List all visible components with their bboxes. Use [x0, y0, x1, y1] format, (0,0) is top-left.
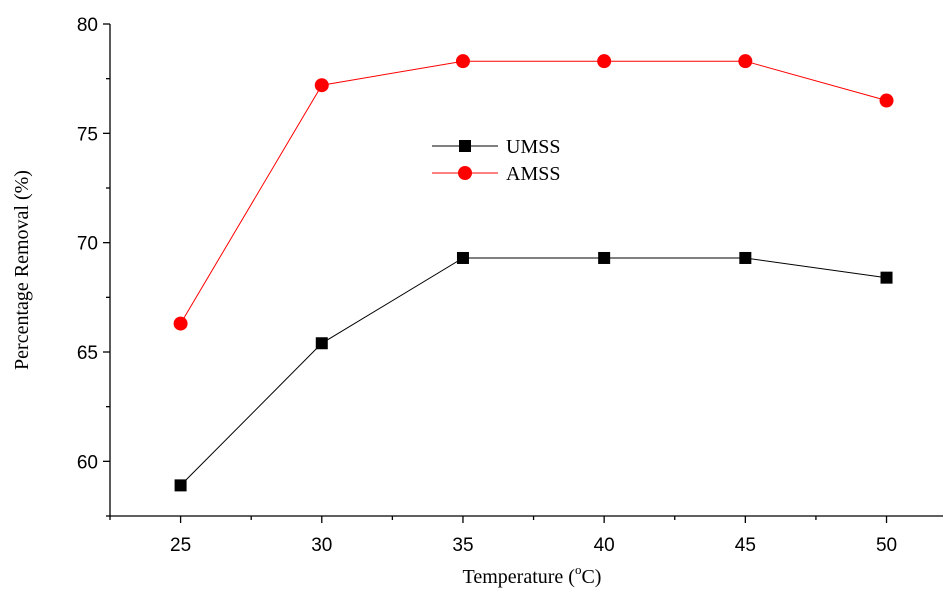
series-line-amss — [180, 60, 887, 324]
x-axis-title: Temperature (oC) — [463, 562, 602, 588]
x-tick-label-0: 25 — [170, 535, 191, 556]
point-amss-2 — [455, 54, 470, 69]
point-umss-2 — [456, 251, 469, 264]
point-amss-0 — [173, 316, 188, 331]
point-umss-4 — [739, 251, 752, 264]
series-line-umss — [180, 257, 887, 486]
x-tick-label-2: 35 — [452, 535, 473, 556]
x-tick-label-1: 30 — [311, 535, 332, 556]
y-tick-label-0: 60 — [77, 452, 98, 473]
point-umss-0 — [174, 479, 187, 492]
y-tick-label-1: 65 — [77, 343, 98, 364]
point-amss-4 — [738, 54, 753, 69]
x-ticks: 25 30 35 40 45 50 — [109, 516, 897, 556]
axes — [109, 24, 943, 517]
y-axis-title: Percentage Removal (%) — [11, 170, 33, 370]
y-ticks: 60 65 70 75 80 — [77, 15, 110, 517]
legend-marker-amss — [458, 166, 472, 180]
point-amss-1 — [314, 78, 329, 93]
x-tick-label-5: 50 — [876, 535, 897, 556]
x-tick-label-4: 45 — [735, 535, 756, 556]
point-umss-1 — [315, 337, 328, 350]
point-umss-5 — [880, 271, 893, 284]
legend: UMSS AMSS — [432, 136, 560, 185]
y-tick-label-3: 75 — [77, 124, 98, 145]
legend-marker-umss — [459, 140, 471, 152]
series-layer — [173, 54, 894, 492]
y-tick-label-4: 80 — [77, 15, 98, 36]
y-tick-label-2: 70 — [77, 234, 98, 255]
point-amss-3 — [597, 54, 612, 69]
point-amss-5 — [879, 93, 894, 108]
legend-label-umss: UMSS — [506, 136, 560, 158]
legend-label-amss: AMSS — [506, 163, 560, 185]
point-umss-3 — [598, 251, 611, 264]
x-tick-label-3: 40 — [594, 535, 615, 556]
